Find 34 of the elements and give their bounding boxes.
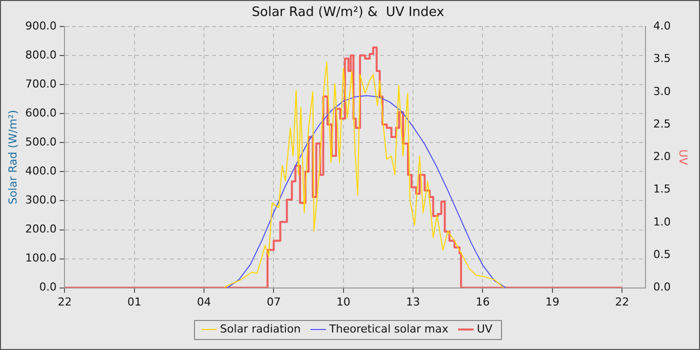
- y-axis-title: Solar Rad (W/m²): [6, 110, 20, 204]
- y-tick-label: 100.0: [25, 252, 57, 265]
- y-tick-label: 600.0: [25, 106, 57, 120]
- x-tick-label: 04: [197, 295, 212, 308]
- y-tick-label: 500.0: [25, 136, 57, 149]
- y-tick-label: 400.0: [25, 164, 57, 178]
- legend-label: Solar radiation: [220, 322, 301, 336]
- x-tick-label: 10: [336, 295, 350, 308]
- y-tick-label: 700.0: [25, 78, 57, 91]
- x-tick-label: 07: [266, 295, 281, 308]
- y-tick-label: 200.0: [25, 222, 57, 236]
- y2-tick-label: 2.5: [653, 117, 671, 130]
- y2-tick-label: 2.0: [653, 150, 671, 164]
- legend-label: Theoretical solar max: [328, 322, 449, 336]
- y2-tick-label: 0.0: [653, 280, 671, 294]
- y2-tick-label: 3.5: [653, 52, 671, 66]
- x-tick-label: 22: [58, 295, 72, 308]
- x-tick-label: 13: [406, 295, 420, 308]
- chart-title: Solar Rad (W/m²) & UV Index: [252, 5, 445, 20]
- y-tick-label: 300.0: [25, 194, 57, 207]
- y2-tick-label: 1.5: [653, 182, 671, 196]
- y2-tick-label: 0.5: [653, 248, 671, 262]
- x-tick-label: 19: [545, 295, 560, 308]
- x-tick-label: 22: [615, 295, 630, 308]
- y2-axis-title: UV: [676, 149, 690, 166]
- x-tick-label: 01: [127, 295, 142, 308]
- y-tick-label: 800.0: [25, 48, 57, 62]
- y2-tick-label: 4.0: [653, 19, 671, 32]
- y2-tick-label: 3.0: [653, 84, 671, 98]
- y-tick-label: 900.0: [25, 19, 57, 32]
- y2-tick-label: 1.0: [653, 215, 671, 228]
- x-tick-label: 16: [476, 295, 490, 308]
- legend-label: UV: [476, 322, 493, 336]
- y-tick-label: 0.0: [39, 280, 57, 294]
